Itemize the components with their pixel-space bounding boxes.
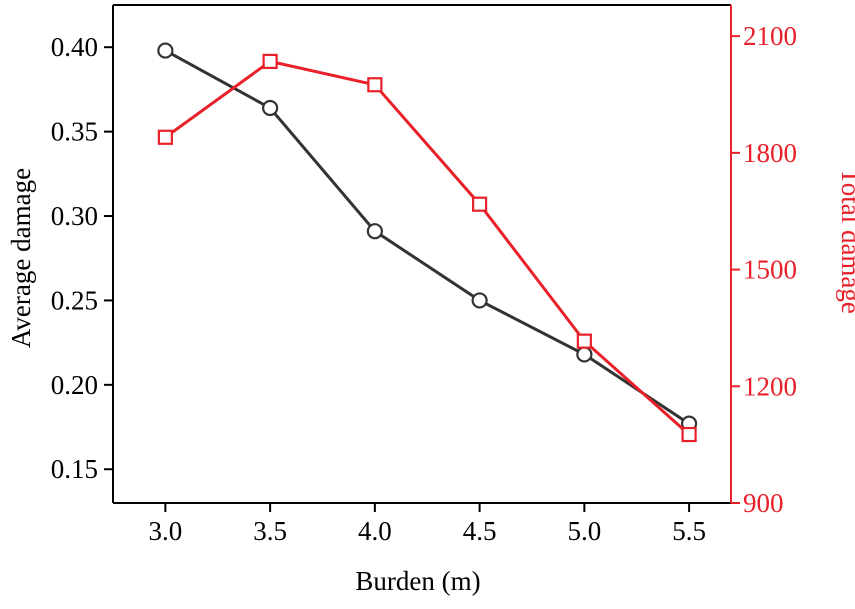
axes-layer: 3.0 3.5 4.0 4.5 5.0 5.5 0.15 0.20 0.25 0.30 0.35 0.… (51, 4, 797, 546)
x-tick-label: 4.5 (463, 516, 497, 546)
y-axis-right-title: Total damage (836, 168, 855, 314)
total-damage-point (576, 333, 592, 349)
x-tick-label: 4.0 (358, 516, 392, 546)
y-axis-left-title: Average damage (6, 168, 36, 348)
x-tick-label: 5.5 (672, 516, 706, 546)
y-right-tick-label: 1800 (743, 138, 797, 168)
average-damage-line (164, 49, 690, 425)
average-damage-point (576, 346, 593, 363)
total-damage-point (157, 129, 173, 145)
average-damage-point (366, 223, 383, 240)
y-left-tick-label: 0.30 (51, 201, 98, 231)
total-damage-point (367, 77, 383, 93)
labels-layer: Burden (m) Average damage Total damage (6, 168, 855, 596)
total-damage-line (164, 59, 691, 436)
total-damage-point (262, 53, 278, 70)
y-left-tick-label: 0.15 (51, 454, 98, 484)
average-damage-point (262, 99, 279, 117)
x-axis-title: Burden (m) (355, 566, 480, 596)
average-damage-point (157, 42, 174, 59)
series-layer (157, 42, 698, 443)
y-left-tick-label: 0.40 (51, 32, 98, 62)
x-tick-label: 5.0 (567, 516, 601, 546)
y-left-tick-label: 0.25 (51, 285, 98, 315)
total-damage-point (681, 426, 697, 443)
y-right-tick-label: 1200 (743, 371, 797, 401)
average-damage-point (471, 292, 488, 309)
y-right-tick-label: 2100 (743, 21, 797, 51)
total-damage-point (472, 196, 488, 212)
y-right-tick-label: 900 (743, 488, 784, 518)
y-left-tick-label: 0.20 (51, 370, 98, 400)
y-right-tick-label: 1500 (743, 255, 797, 285)
x-tick-label: 3.0 (148, 516, 182, 546)
y-left-tick-label: 0.35 (51, 117, 98, 147)
x-tick-label: 3.5 (253, 516, 287, 546)
